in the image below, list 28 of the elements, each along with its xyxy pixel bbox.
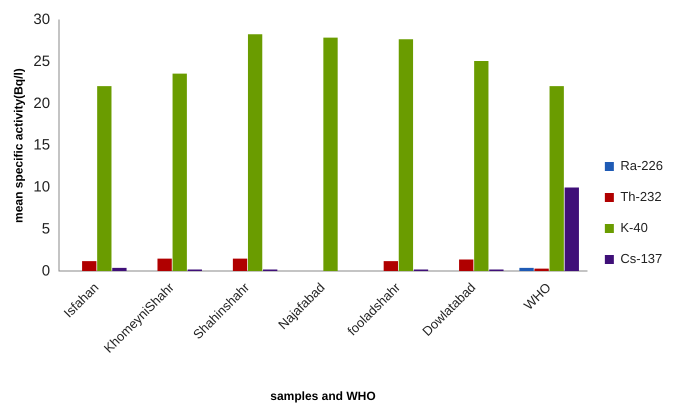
bar	[550, 86, 564, 272]
y-axis-title: mean specific activity(Bq/l)	[12, 68, 26, 223]
y-tick-label: 25	[33, 53, 50, 70]
bar	[534, 268, 549, 272]
y-tick-label: 5	[42, 220, 50, 238]
bar	[323, 38, 338, 272]
y-tick-label: 0	[42, 262, 50, 280]
bar	[232, 258, 248, 272]
legend-label: Th-232	[620, 189, 662, 204]
bar	[459, 259, 474, 272]
legend-label: Ra-226	[620, 158, 664, 174]
bar	[248, 34, 262, 272]
bar	[564, 187, 579, 272]
bar	[172, 74, 187, 272]
bar	[112, 268, 127, 272]
bar	[82, 261, 96, 272]
legend-label: K-40	[620, 220, 648, 236]
bar	[474, 61, 488, 272]
bar	[97, 86, 112, 272]
x-axis-title: samples and WHO	[270, 389, 376, 404]
y-tick-label: 15	[33, 136, 50, 154]
y-tick-label: 10	[33, 178, 50, 196]
bar	[157, 258, 172, 272]
y-tick-label: 30	[33, 11, 50, 28]
legend-label: Cs-137	[620, 251, 662, 266]
y-tick-label: 20	[33, 94, 50, 112]
bar	[398, 39, 414, 272]
bar	[384, 261, 398, 272]
